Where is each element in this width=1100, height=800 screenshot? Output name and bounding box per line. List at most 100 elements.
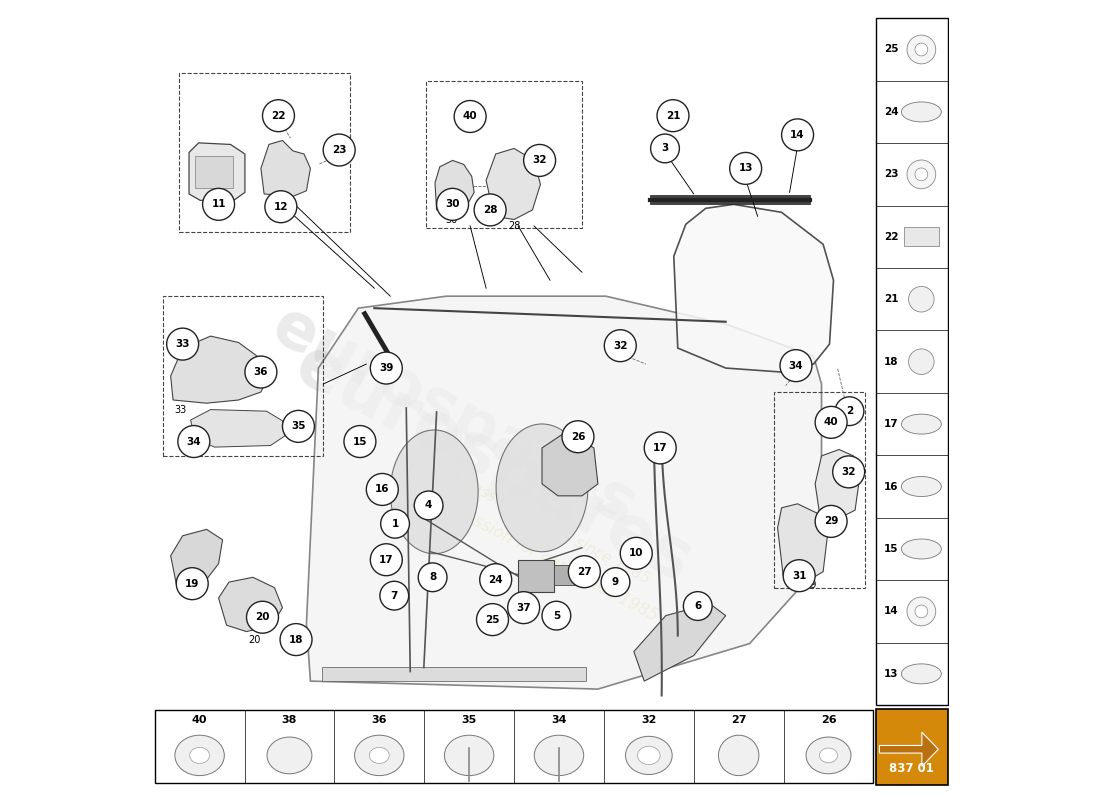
Text: 6: 6 — [694, 601, 702, 611]
Circle shape — [562, 421, 594, 453]
Circle shape — [909, 286, 934, 312]
Text: 25: 25 — [485, 614, 499, 625]
Text: 37: 37 — [516, 602, 531, 613]
Text: 36: 36 — [254, 367, 268, 377]
Polygon shape — [486, 149, 540, 219]
Circle shape — [323, 134, 355, 166]
Circle shape — [683, 592, 712, 621]
Text: 40: 40 — [824, 418, 838, 427]
Circle shape — [381, 510, 409, 538]
Circle shape — [908, 597, 936, 626]
Ellipse shape — [901, 539, 942, 559]
Polygon shape — [815, 450, 860, 520]
Polygon shape — [261, 141, 310, 196]
Circle shape — [524, 145, 556, 176]
Ellipse shape — [638, 746, 660, 765]
Bar — [426, 81, 582, 228]
Text: 23: 23 — [332, 145, 346, 155]
Circle shape — [202, 188, 234, 220]
Ellipse shape — [901, 477, 942, 497]
Circle shape — [915, 43, 927, 56]
Ellipse shape — [175, 735, 224, 776]
Circle shape — [476, 604, 508, 635]
Text: 35: 35 — [462, 715, 476, 726]
Text: 26: 26 — [571, 432, 585, 442]
Circle shape — [366, 474, 398, 506]
Text: 12: 12 — [274, 202, 288, 212]
Polygon shape — [434, 161, 474, 212]
Text: 33: 33 — [174, 406, 186, 415]
Circle shape — [283, 410, 315, 442]
Text: 1: 1 — [392, 518, 398, 529]
Circle shape — [833, 456, 865, 488]
Circle shape — [909, 349, 934, 374]
Polygon shape — [879, 732, 938, 766]
Circle shape — [415, 491, 443, 520]
Text: 15: 15 — [883, 544, 899, 554]
Ellipse shape — [820, 748, 837, 762]
Bar — [178, 73, 350, 232]
Circle shape — [263, 100, 295, 132]
Text: 8: 8 — [429, 572, 437, 582]
Circle shape — [604, 330, 636, 362]
Text: 16: 16 — [883, 482, 899, 491]
Polygon shape — [634, 604, 726, 681]
Text: 32: 32 — [842, 467, 856, 477]
Text: 20: 20 — [255, 612, 270, 622]
Text: 11: 11 — [211, 203, 223, 214]
Text: 34: 34 — [789, 361, 803, 370]
Circle shape — [915, 168, 927, 181]
Bar — [904, 227, 939, 246]
Text: eurospares: eurospares — [284, 331, 704, 597]
Text: 14: 14 — [883, 606, 899, 617]
Circle shape — [542, 602, 571, 630]
Text: 29: 29 — [804, 580, 816, 590]
Text: 3: 3 — [661, 143, 669, 154]
Circle shape — [508, 592, 540, 624]
Text: eurospares: eurospares — [262, 294, 647, 538]
Text: 40: 40 — [191, 715, 208, 726]
Circle shape — [454, 101, 486, 133]
Text: 4: 4 — [425, 501, 432, 510]
Text: 30: 30 — [444, 215, 458, 226]
Text: 28: 28 — [508, 221, 521, 231]
Ellipse shape — [626, 736, 672, 774]
Text: 29: 29 — [824, 516, 838, 526]
Circle shape — [480, 564, 512, 596]
Text: 24: 24 — [883, 107, 899, 117]
Text: 22: 22 — [883, 232, 899, 242]
Circle shape — [265, 190, 297, 222]
Polygon shape — [778, 504, 828, 582]
Text: 17: 17 — [883, 419, 899, 429]
Bar — [554, 566, 578, 586]
Text: 32: 32 — [613, 341, 627, 350]
Text: 18: 18 — [289, 634, 304, 645]
Text: 24: 24 — [488, 574, 503, 585]
Ellipse shape — [189, 747, 209, 763]
Bar — [876, 18, 948, 705]
Text: 40: 40 — [463, 111, 477, 122]
Circle shape — [815, 506, 847, 538]
Ellipse shape — [806, 737, 851, 774]
Text: 34: 34 — [187, 437, 201, 446]
Circle shape — [178, 426, 210, 458]
Polygon shape — [307, 296, 822, 689]
Text: 28: 28 — [483, 205, 497, 215]
Text: a passion for cars since 1985: a passion for cars since 1985 — [448, 469, 652, 587]
Text: 26: 26 — [821, 715, 836, 726]
Text: 10: 10 — [629, 548, 644, 558]
Polygon shape — [170, 530, 222, 588]
Text: 31: 31 — [792, 570, 806, 581]
Text: 23: 23 — [883, 170, 899, 179]
Text: 837 01: 837 01 — [889, 762, 934, 774]
Circle shape — [657, 100, 689, 132]
Circle shape — [371, 544, 403, 576]
Bar — [876, 709, 948, 785]
Polygon shape — [219, 578, 283, 631]
Circle shape — [418, 563, 447, 592]
Text: 21: 21 — [666, 110, 680, 121]
Circle shape — [246, 602, 278, 633]
Circle shape — [437, 188, 469, 220]
Text: 33: 33 — [175, 339, 190, 349]
Circle shape — [176, 568, 208, 600]
